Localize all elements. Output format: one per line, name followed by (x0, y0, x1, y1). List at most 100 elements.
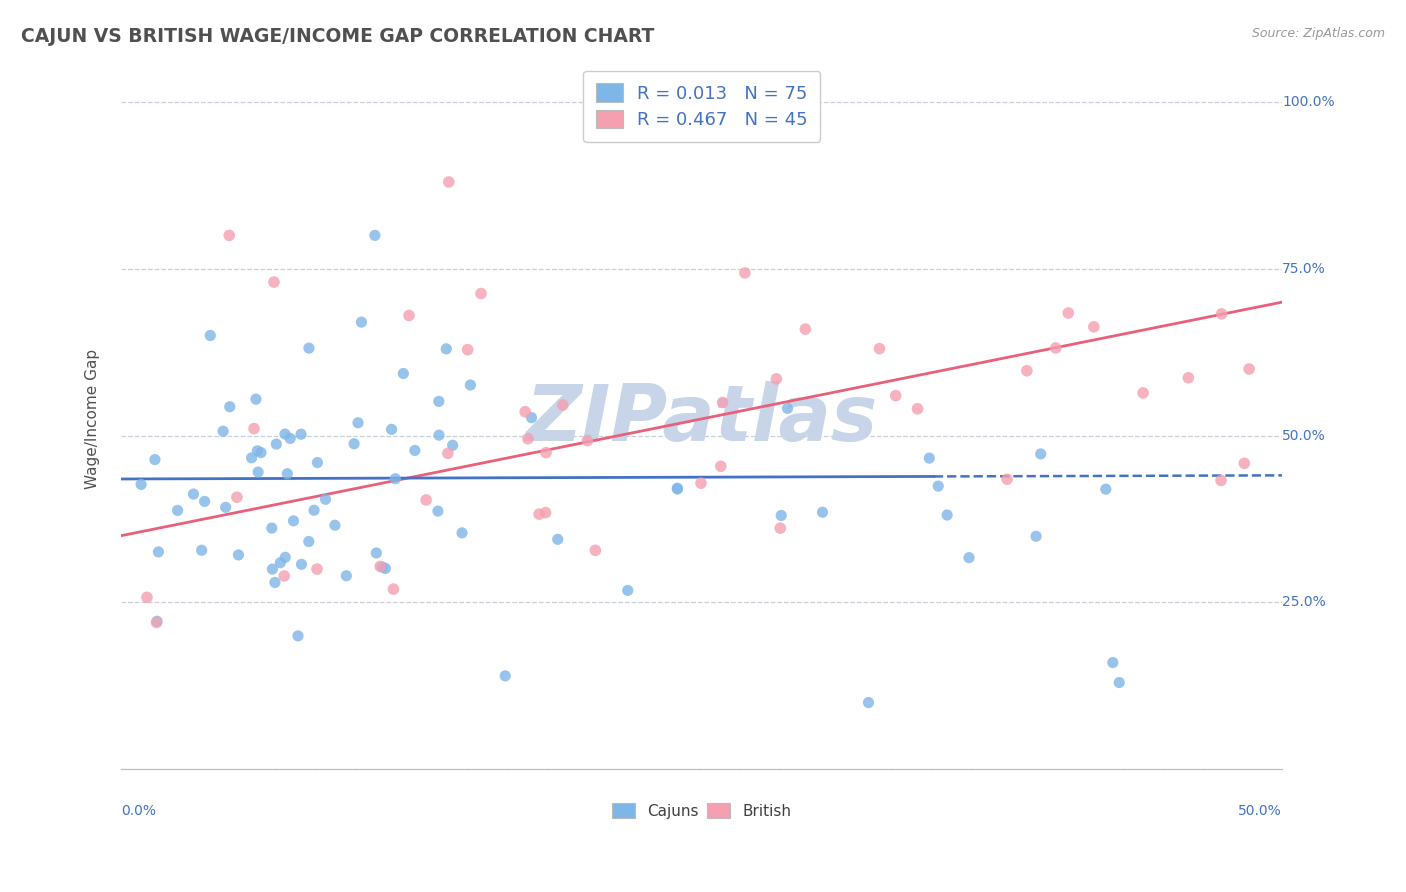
Point (274, 427, 297, 442)
Point (494, 669, 516, 683)
Point (995, 472, 1018, 486)
Point (350, 315, 373, 329)
Point (215, 500, 238, 515)
Point (547, 533, 569, 547)
Point (364, 228, 387, 243)
Point (936, 508, 959, 522)
Point (380, 422, 402, 436)
Text: ZIPatlas: ZIPatlas (526, 381, 877, 457)
Point (869, 342, 891, 356)
Point (769, 521, 792, 535)
Point (323, 518, 346, 533)
Point (527, 507, 550, 521)
Point (129, 477, 152, 491)
Point (1057, 306, 1080, 320)
Point (927, 479, 949, 493)
Text: CAJUN VS BRITISH WAGE/INCOME GAP CORRELATION CHART: CAJUN VS BRITISH WAGE/INCOME GAP CORRELA… (21, 27, 654, 45)
Point (225, 490, 247, 504)
Point (166, 503, 188, 517)
Point (228, 548, 250, 562)
Point (246, 443, 269, 458)
Point (470, 286, 492, 301)
Point (551, 398, 574, 412)
Point (1237, 362, 1260, 376)
Point (515, 405, 537, 419)
Point (415, 493, 437, 508)
Point (260, 521, 283, 535)
Point (269, 556, 291, 570)
Point (374, 561, 396, 575)
Point (307, 456, 329, 470)
Point (287, 629, 309, 643)
Point (371, 560, 394, 574)
Point (1211, 307, 1233, 321)
Text: 50.0%: 50.0% (1282, 428, 1326, 442)
Point (298, 341, 321, 355)
Text: 25.0%: 25.0% (1282, 596, 1326, 609)
Point (263, 275, 285, 289)
Point (776, 401, 799, 416)
Point (576, 434, 599, 448)
Point (278, 431, 301, 445)
Point (666, 481, 689, 495)
Point (437, 446, 460, 460)
Point (957, 550, 980, 565)
Point (266, 437, 288, 451)
Point (534, 506, 557, 520)
Point (243, 421, 266, 435)
Point (194, 494, 217, 508)
Point (290, 427, 312, 442)
Point (1233, 456, 1256, 470)
Point (460, 378, 482, 392)
Point (335, 568, 357, 582)
Point (811, 505, 834, 519)
Point (1029, 447, 1052, 461)
Point (1045, 341, 1067, 355)
Point (298, 534, 321, 549)
Point (451, 525, 474, 540)
Point (347, 416, 370, 430)
Point (770, 508, 793, 523)
Point (404, 443, 426, 458)
Point (666, 482, 689, 496)
Point (212, 424, 235, 438)
Point (276, 467, 298, 481)
Point (858, 696, 880, 710)
Point (457, 343, 479, 357)
Point (427, 394, 450, 409)
Point (302, 503, 325, 517)
Point (710, 459, 733, 474)
Point (441, 438, 464, 452)
Point (262, 562, 284, 576)
Point (218, 400, 240, 414)
Point (290, 558, 312, 572)
Point (245, 392, 267, 406)
Point (711, 395, 734, 409)
Point (517, 432, 540, 446)
Point (427, 428, 450, 442)
Point (616, 583, 638, 598)
Legend: Cajuns, British: Cajuns, British (606, 797, 797, 825)
Point (907, 401, 929, 416)
Point (1108, 675, 1130, 690)
Point (583, 543, 606, 558)
Point (426, 504, 449, 518)
Point (315, 492, 337, 507)
Point (247, 465, 270, 479)
Point (1209, 474, 1232, 488)
Point (765, 372, 787, 386)
Point (392, 367, 415, 381)
Point (437, 175, 460, 189)
Point (145, 615, 167, 630)
Point (146, 614, 169, 628)
Point (343, 437, 366, 451)
Y-axis label: Wage/Income Gap: Wage/Income Gap (86, 349, 100, 489)
Text: 100.0%: 100.0% (1282, 95, 1334, 109)
Text: 50.0%: 50.0% (1239, 805, 1282, 818)
Point (143, 452, 166, 467)
Point (434, 342, 457, 356)
Text: 75.0%: 75.0% (1282, 261, 1326, 276)
Point (136, 591, 159, 605)
Point (264, 575, 287, 590)
Point (183, 487, 205, 501)
